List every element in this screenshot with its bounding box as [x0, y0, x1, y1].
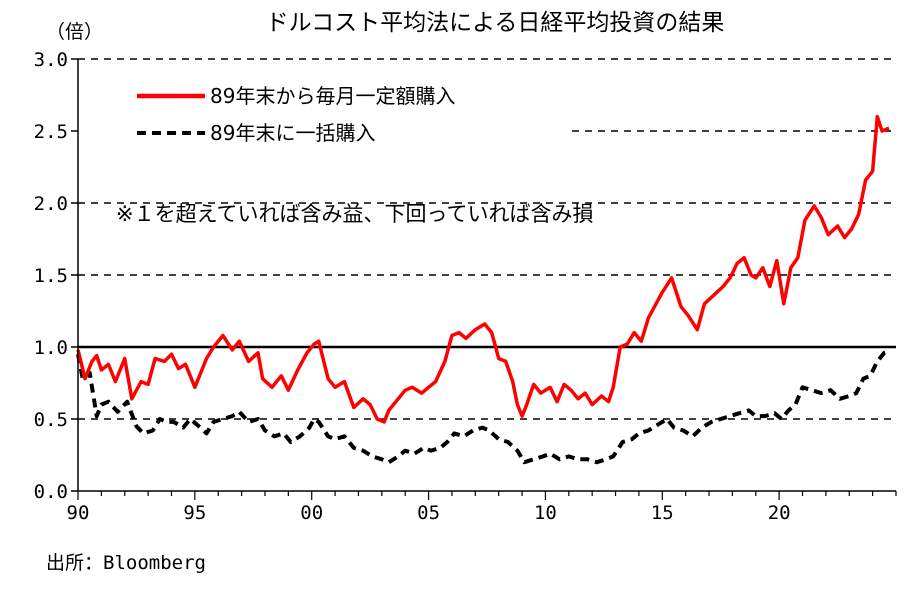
- annotation-note: ※１を超えていれば含み益、下回っていれば含み損: [116, 202, 594, 226]
- y-tick-label: 2.0: [34, 193, 68, 215]
- x-tick-label: 05: [417, 502, 440, 524]
- x-tick-label: 15: [651, 502, 674, 524]
- x-axis-ticks: 90 95 00 05 10 15 20: [67, 491, 897, 524]
- y-tick-label: 1.5: [34, 265, 68, 287]
- y-tick-label: 0.0: [34, 481, 68, 503]
- legend-label-series-1: 89年末から毎月一定額購入: [210, 84, 455, 108]
- y-tick-label: 2.5: [34, 121, 68, 143]
- x-tick-label: 00: [300, 502, 323, 524]
- source-label: 出所：Bloomberg: [46, 552, 206, 574]
- x-tick-label: 95: [183, 502, 206, 524]
- y-axis-ticks: 0.0 0.5 1.0 1.5 2.0 2.5 3.0: [34, 49, 78, 503]
- x-tick-label: 10: [534, 502, 557, 524]
- chart-title: ドルコスト平均法による日経平均投資の結果: [266, 10, 725, 36]
- series-line-1: [76, 114, 890, 424]
- series-line-2: [76, 349, 890, 465]
- gridlines: [78, 58, 896, 420]
- legend-label-series-2: 89年末に一括購入: [210, 121, 375, 145]
- legend: 89年末から毎月一定額購入 89年末に一括購入: [137, 84, 455, 145]
- y-tick-label: 1.0: [34, 337, 68, 359]
- x-tick-label: 20: [768, 502, 791, 524]
- y-tick-label: 0.5: [34, 409, 68, 431]
- x-tick-label: 90: [67, 502, 90, 524]
- series-lines: [76, 114, 890, 465]
- y-axis-unit: （倍）: [46, 21, 103, 43]
- y-tick-label: 3.0: [34, 49, 68, 71]
